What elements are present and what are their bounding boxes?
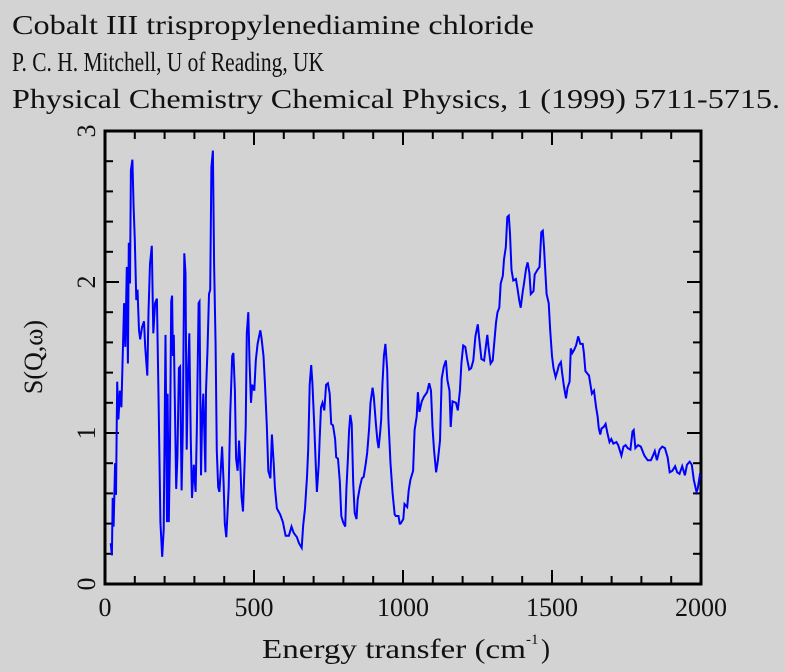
title-line-2: P. C. H. Mitchell, U of Reading, UK	[12, 47, 324, 77]
x-tick-label: 500	[235, 593, 274, 622]
series-line	[109, 150, 702, 557]
y-axis-label: S(Q,ω)	[19, 320, 48, 394]
x-tick-label: 0	[99, 593, 112, 622]
title-line-3: Physical Chemistry Chemical Physics, 1 (…	[12, 84, 780, 114]
y-tick-label: 1	[72, 427, 101, 440]
x-tick-label: 2000	[675, 593, 727, 622]
y-tick-label: 0	[72, 578, 101, 591]
y-tick-label: 3	[72, 125, 101, 138]
title-line-1: Cobalt III trispropylenediamine chloride	[12, 10, 534, 40]
tick-labels: 0 500 1000 1500 2000 0 1 2 3	[72, 125, 727, 623]
x-axis-label-superscript: -1	[526, 632, 539, 648]
y-tick-label: 2	[72, 276, 101, 289]
x-axis-label: Energy transfer (cm	[262, 634, 526, 664]
x-axis-label-end: )	[541, 634, 550, 664]
axes	[103, 129, 703, 586]
x-tick-label: 1500	[526, 593, 578, 622]
x-tick-label: 1000	[377, 593, 429, 622]
